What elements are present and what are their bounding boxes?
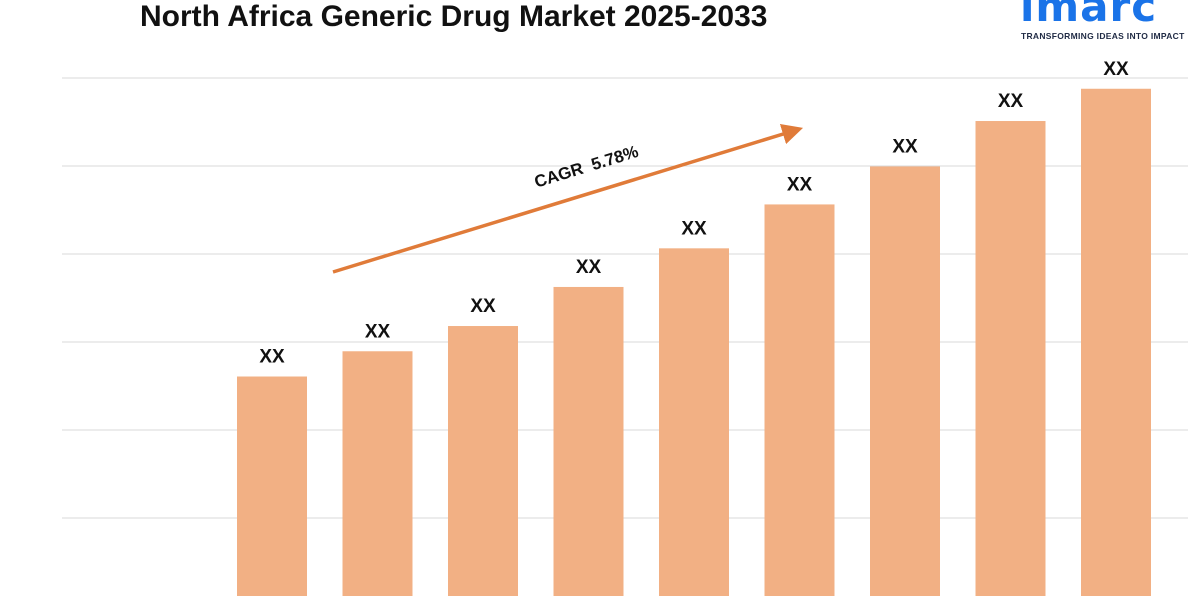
data-label-2026: XX: [365, 321, 391, 342]
data-label-2030: XX: [787, 174, 813, 195]
data-label-2033: XX: [1103, 59, 1129, 80]
page-title: North Africa Generic Drug Market 2025-20…: [140, 0, 768, 33]
logo-wordmark: imarc: [1020, 0, 1158, 31]
bar-2027: [448, 326, 518, 596]
bar-2033: [1081, 88, 1151, 597]
bars: [237, 88, 1151, 597]
logo-tagline: TRANSFORMING IDEAS INTO IMPACT: [1021, 31, 1185, 41]
data-label-2028: XX: [576, 257, 602, 278]
data-label-2025: XX: [259, 347, 285, 368]
data-labels: XX XX XX XX XX XX XX XX XX: [259, 59, 1129, 368]
bar-2030: [764, 204, 835, 596]
data-label-2027: XX: [470, 296, 496, 317]
imarc-logo: imarc TRANSFORMING IDEAS INTO IMPACT: [1020, 0, 1185, 44]
bar-2032: [975, 121, 1046, 597]
bar-2026: [342, 351, 413, 596]
data-label-2031: XX: [892, 136, 918, 157]
cagr-arrow: [332, 124, 804, 274]
data-label-2032: XX: [998, 91, 1024, 112]
bar-2028: [553, 286, 624, 596]
data-label-2029: XX: [681, 218, 707, 239]
bar-2025: [237, 376, 307, 596]
bar-2029: [659, 248, 729, 596]
bar-2031: [870, 166, 940, 596]
